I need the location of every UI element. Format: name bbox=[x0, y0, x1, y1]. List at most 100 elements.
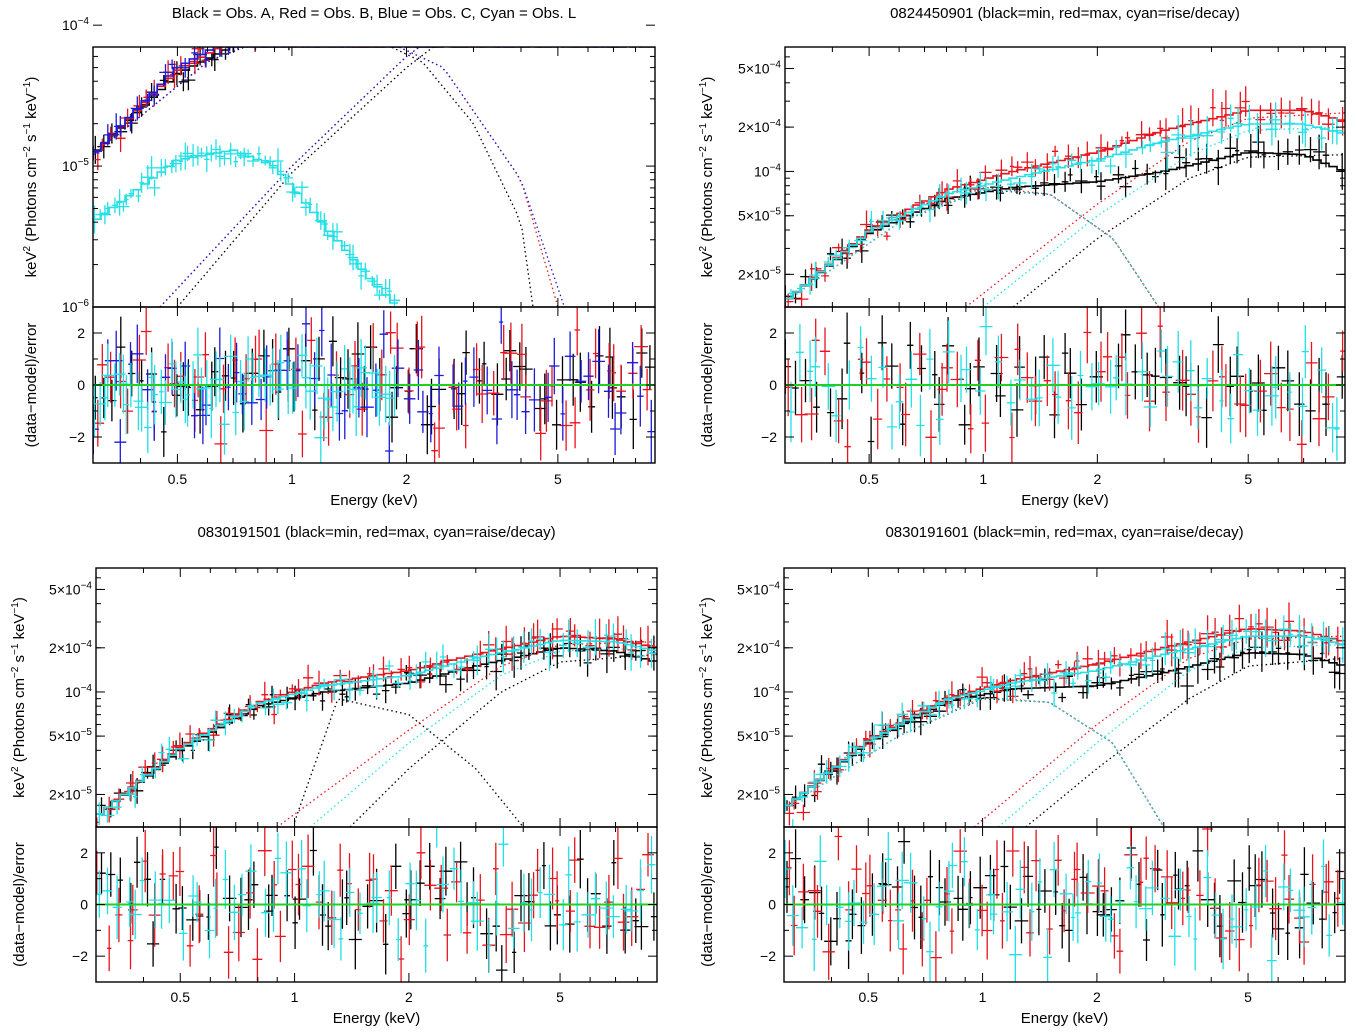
residual-point bbox=[595, 326, 604, 386]
data-point bbox=[796, 804, 810, 821]
residual-point bbox=[845, 892, 853, 951]
residual-point bbox=[913, 333, 927, 376]
residual-plot-area bbox=[96, 827, 657, 982]
data-point bbox=[103, 796, 116, 823]
data-point bbox=[150, 759, 160, 779]
residual-point bbox=[414, 321, 421, 377]
residual-point bbox=[901, 382, 911, 447]
chart-bottom-left: 0830191501 (black=min, red=max, cyan=rai… bbox=[10, 524, 658, 1027]
data-point bbox=[1160, 657, 1165, 681]
residual-point bbox=[195, 885, 204, 944]
residual-point bbox=[258, 329, 270, 383]
residual-point bbox=[1168, 906, 1182, 966]
residual-point bbox=[847, 880, 860, 926]
data-point bbox=[916, 198, 924, 216]
data-point bbox=[1174, 145, 1185, 170]
residual-point bbox=[292, 878, 307, 920]
data-point bbox=[1160, 632, 1171, 666]
residual-point bbox=[330, 361, 344, 422]
data-point bbox=[501, 640, 506, 673]
residual-point bbox=[1252, 354, 1265, 412]
residual-point bbox=[1230, 346, 1245, 407]
data-point bbox=[977, 171, 983, 195]
data-point bbox=[205, 144, 218, 162]
residual-point bbox=[1276, 382, 1286, 433]
residual-point bbox=[216, 356, 224, 403]
data-point bbox=[826, 247, 835, 261]
data-point bbox=[842, 239, 857, 256]
residual-point bbox=[371, 872, 382, 923]
data-point bbox=[552, 643, 563, 669]
data-point bbox=[1128, 666, 1134, 684]
residual-point bbox=[1307, 880, 1317, 935]
residual-point bbox=[102, 867, 113, 915]
residual-point bbox=[869, 883, 880, 946]
residual-point bbox=[390, 843, 402, 889]
panel-top-right: 0824450901 (black=min, red=max, cyan=ris… bbox=[688, 0, 1367, 520]
data-point bbox=[1139, 140, 1146, 155]
component-powerlaw bbox=[1025, 657, 1345, 827]
data-point bbox=[484, 653, 489, 680]
y-tick-label: 10−4 bbox=[753, 683, 780, 700]
residual-point bbox=[277, 334, 285, 391]
residual-point bbox=[373, 368, 386, 426]
data-point bbox=[974, 691, 980, 708]
data-point bbox=[1027, 163, 1036, 190]
data-point bbox=[247, 701, 255, 710]
residual-point bbox=[903, 852, 918, 913]
residual-point bbox=[574, 307, 581, 356]
residual-point bbox=[795, 323, 804, 381]
residual-point bbox=[893, 892, 905, 949]
data-point bbox=[967, 178, 975, 192]
data-point bbox=[304, 689, 309, 712]
data-point bbox=[1061, 171, 1069, 192]
data-point bbox=[1260, 619, 1272, 657]
data-point bbox=[1095, 134, 1107, 162]
x-axis-label: Energy (keV) bbox=[330, 492, 418, 509]
residual-point bbox=[94, 381, 106, 426]
residual-point bbox=[1079, 854, 1087, 901]
data-point bbox=[787, 289, 795, 298]
residual-point bbox=[979, 307, 993, 356]
residual-point bbox=[1006, 827, 1020, 877]
data-point bbox=[1055, 155, 1061, 178]
data-point bbox=[593, 619, 598, 656]
residual-point bbox=[994, 335, 1002, 389]
residual-point bbox=[269, 348, 276, 394]
data-point bbox=[442, 654, 453, 666]
residual-point bbox=[1172, 331, 1184, 393]
residual-point bbox=[947, 842, 958, 889]
residual-point bbox=[1160, 876, 1171, 920]
residual-point bbox=[366, 873, 380, 933]
residual-point bbox=[1157, 329, 1166, 373]
residual-point bbox=[498, 827, 509, 867]
residual-point bbox=[1321, 839, 1326, 894]
residual-tick-label: 2 bbox=[769, 325, 777, 341]
data-point bbox=[204, 146, 210, 173]
data-point bbox=[855, 239, 869, 263]
series-cyan bbox=[93, 139, 400, 307]
residual-point bbox=[573, 892, 581, 952]
y-tick-label: 5×10−5 bbox=[737, 727, 780, 744]
data-point bbox=[128, 113, 133, 132]
residual-point bbox=[935, 881, 943, 932]
chart-title: 0830191501 (black=min, red=max, cyan=rai… bbox=[197, 524, 555, 541]
data-point bbox=[104, 124, 112, 146]
residual-point bbox=[283, 331, 291, 390]
data-point bbox=[885, 723, 892, 737]
y-tick-label: 10−4 bbox=[62, 16, 89, 33]
residual-point bbox=[568, 837, 581, 883]
data-point bbox=[1217, 120, 1226, 144]
residual-point bbox=[795, 386, 808, 443]
data-point bbox=[1171, 115, 1185, 155]
residual-point bbox=[989, 893, 998, 935]
residual-point bbox=[569, 397, 581, 449]
residual-point bbox=[905, 351, 918, 408]
residual-point bbox=[159, 849, 166, 899]
y-tick-label: 2×10−5 bbox=[737, 785, 780, 802]
residual-point bbox=[559, 400, 573, 451]
data-point bbox=[979, 165, 992, 180]
residual-point bbox=[521, 873, 527, 933]
data-point bbox=[1216, 624, 1230, 655]
data-point bbox=[1210, 89, 1216, 127]
